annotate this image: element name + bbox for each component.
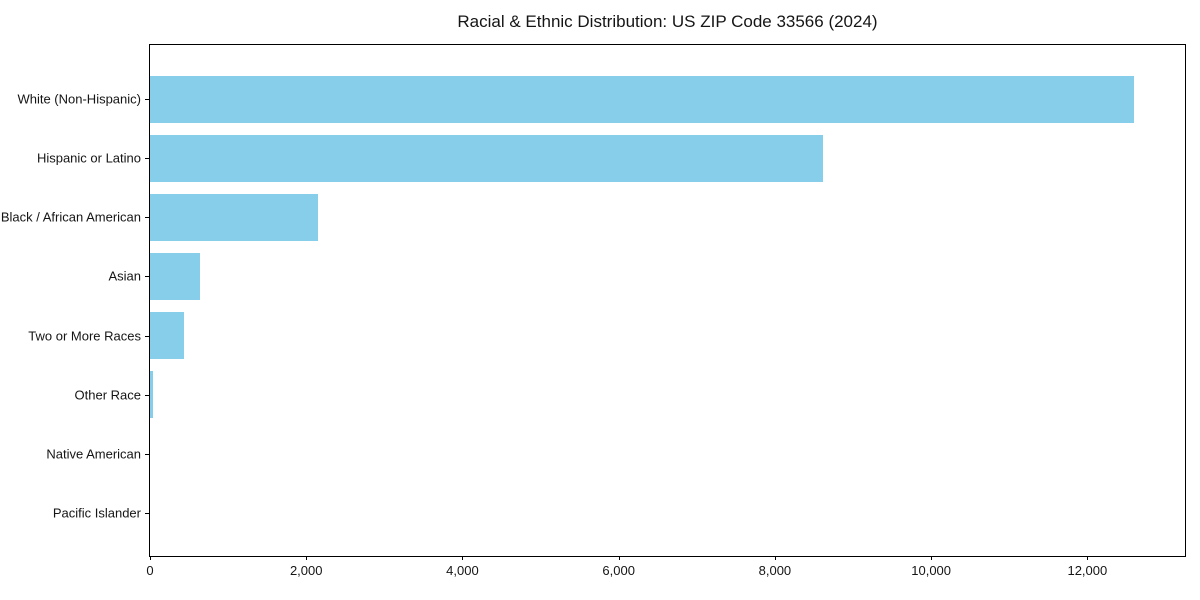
bar-two-or-more-races [150,312,184,360]
x-tick-label: 0 [146,563,154,578]
x-tick-mark [774,556,776,560]
x-tick-mark [306,556,308,560]
y-tick-label: Hispanic or Latino [36,150,141,166]
y-tick-mark [145,512,149,514]
y-tick-label: White (Non-Hispanic) [17,91,141,107]
x-tick-label: 4,000 [446,563,479,578]
x-tick-label: 6,000 [602,563,635,578]
y-tick-mark [145,99,149,100]
plot-area: White (Non-Hispanic) Hispanic or Latino Bl… [1,44,1186,578]
x-tick-mark [150,556,151,560]
x-tick-label: 2,000 [289,563,323,578]
y-tick-mark [145,394,149,396]
y-tick-mark [145,453,149,455]
y-tick-label: Black / African American [0,209,141,225]
y-tick-mark [145,217,149,219]
x-tick-mark [1087,556,1089,560]
x-tick-label: 12,000 [1067,563,1108,578]
y-tick-mark [145,335,149,337]
y-tick-label: Two or More Races [28,328,141,344]
x-tick-mark [931,556,933,560]
bar-white-non-hispanic [150,75,1135,123]
chart-title: Racial & Ethnic Distribution: US ZIP Cod… [457,12,878,31]
y-tick-label: Pacific Islander [52,505,141,521]
bar-other-race [150,371,154,419]
bar-black-african-american [150,193,318,241]
x-tick-label: 10,000 [911,563,952,578]
y-tick-label: Asian [108,268,141,284]
bar-asian [150,252,200,300]
x-tick-label: 8,000 [758,563,792,578]
bar-hispanic-or-latino [150,134,824,182]
x-tick-mark [462,556,464,560]
y-tick-mark [145,276,149,278]
y-tick-label: Native American [46,446,141,462]
y-tick-mark [145,158,149,160]
x-tick-mark [618,556,620,560]
y-tick-label: Other Race [74,387,141,403]
